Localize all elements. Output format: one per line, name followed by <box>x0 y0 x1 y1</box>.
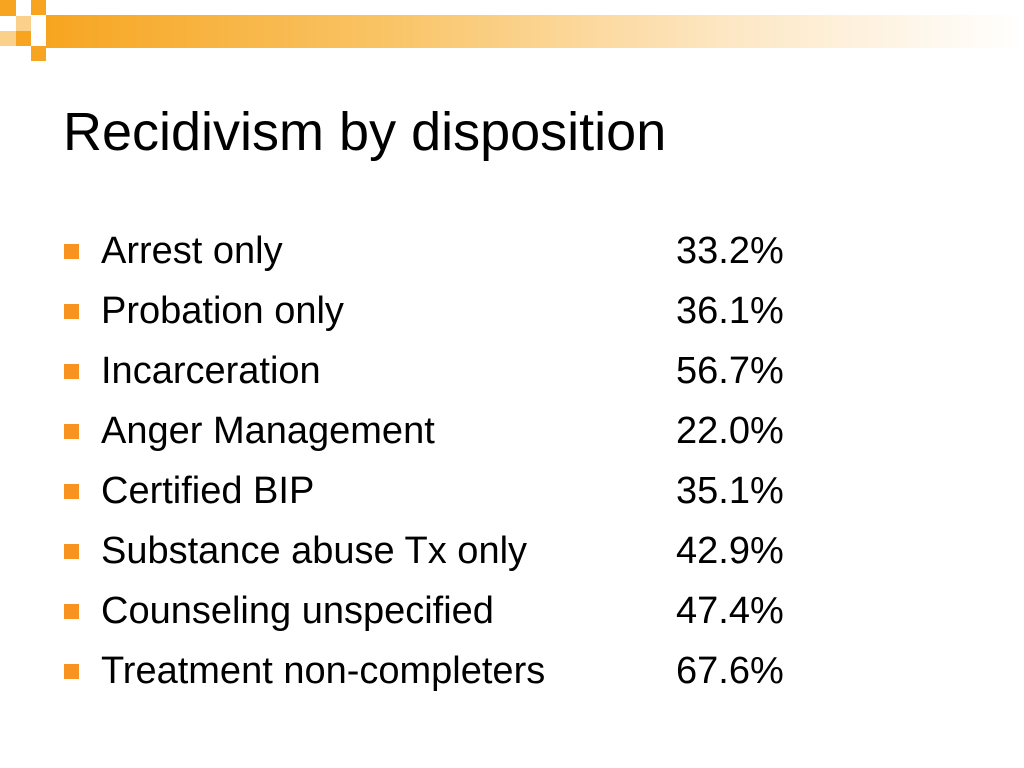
list-item: Probation only 36.1% <box>64 282 864 342</box>
header-gradient-bar <box>46 15 1024 48</box>
list-item: Counseling unspecified 47.4% <box>64 582 864 642</box>
item-label: Anger Management <box>101 410 435 452</box>
item-value: 22.0% <box>676 410 784 452</box>
square-bullet-icon <box>64 544 79 559</box>
square-bullet-icon <box>64 484 79 499</box>
decor-square <box>31 0 46 15</box>
list-item: Anger Management 22.0% <box>64 402 864 462</box>
item-label: Arrest only <box>101 230 283 272</box>
item-label: Substance abuse Tx only <box>101 530 528 572</box>
square-bullet-icon <box>64 424 79 439</box>
list-item: Treatment non-completers 67.6% <box>64 642 864 702</box>
item-value: 36.1% <box>676 290 784 332</box>
item-value: 56.7% <box>676 350 784 392</box>
decor-square <box>0 31 16 46</box>
decor-square <box>16 31 31 46</box>
square-bullet-icon <box>64 304 79 319</box>
item-label: Certified BIP <box>101 470 315 512</box>
list-item: Certified BIP 35.1% <box>64 462 864 522</box>
item-value: 67.6% <box>676 650 784 692</box>
decor-square <box>0 0 16 16</box>
item-value: 35.1% <box>676 470 784 512</box>
list-item: Substance abuse Tx only 42.9% <box>64 522 864 582</box>
list-item: Arrest only 33.2% <box>64 222 864 282</box>
bullet-list: Arrest only 33.2% Probation only 36.1% I… <box>64 222 864 702</box>
square-bullet-icon <box>64 364 79 379</box>
item-value: 33.2% <box>676 230 784 272</box>
item-label: Counseling unspecified <box>101 590 494 632</box>
decor-square <box>16 16 31 31</box>
square-bullet-icon <box>64 604 79 619</box>
item-label: Probation only <box>101 290 344 332</box>
item-value: 42.9% <box>676 530 784 572</box>
item-value: 47.4% <box>676 590 784 632</box>
item-label: Incarceration <box>101 350 321 392</box>
square-bullet-icon <box>64 244 79 259</box>
slide-title: Recidivism by disposition <box>63 102 667 162</box>
header-decoration <box>0 0 1024 61</box>
list-item: Incarceration 56.7% <box>64 342 864 402</box>
square-bullet-icon <box>64 664 79 679</box>
item-label: Treatment non-completers <box>101 650 546 692</box>
decor-square <box>31 46 46 61</box>
